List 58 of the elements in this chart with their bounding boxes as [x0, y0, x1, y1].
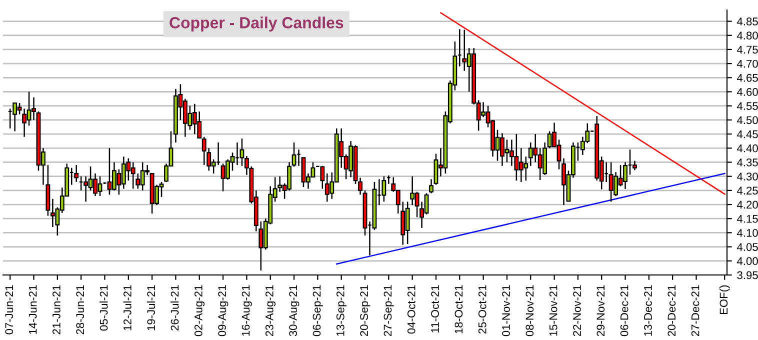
x-tick-label: 01-Nov-21 — [502, 285, 510, 336]
y-tick-label: 4.35 — [736, 158, 758, 166]
x-tick-label: 06-Dec-21 — [620, 285, 628, 336]
y-tick-label: 4.15 — [736, 215, 758, 223]
y-tick-label: 4.45 — [736, 130, 758, 138]
x-tick-label: 19-Jul-21 — [146, 285, 156, 330]
x-tick-label: 21-Jun-21 — [52, 285, 60, 334]
x-tick-label: 14-Jun-21 — [28, 285, 37, 334]
x-tick-label: 11-Oct-21 — [431, 285, 439, 332]
x-tick-label: 16-Aug-21 — [242, 285, 252, 336]
y-tick-label: 4.05 — [736, 243, 758, 251]
candlestick — [292, 142, 296, 168]
x-tick-label: EOF() — [719, 285, 730, 314]
x-tick-label: 04-Oct-21 — [407, 285, 416, 334]
x-tick-label: 05-Jul-21 — [100, 285, 108, 331]
candlestick — [382, 176, 386, 202]
y-tick-label: 4.50 — [736, 116, 758, 124]
candlestick — [320, 165, 325, 190]
x-tick-label: 20-Sep-21 — [360, 285, 370, 336]
y-tick-label: 4.00 — [736, 257, 758, 266]
x-tick-label: 28-Jun-21 — [76, 285, 84, 334]
x-tick-label: 07-Jun-21 — [5, 285, 14, 334]
x-tick-label: 26-Jul-21 — [170, 285, 179, 330]
y-tick-label: 4.55 — [736, 102, 758, 110]
y-tick-label: 4.60 — [736, 88, 758, 96]
candlestick — [632, 160, 637, 171]
y-tick-label: 4.70 — [736, 60, 758, 68]
x-tick-label: 25-Oct-21 — [478, 285, 486, 334]
y-tick-label: 4.10 — [736, 228, 758, 237]
candlestick — [358, 177, 362, 196]
y-tick-label: 4.40 — [736, 144, 758, 152]
x-tick-label: 13-Dec-21 — [644, 285, 652, 336]
y-tick-label: 3.95 — [737, 271, 758, 280]
x-tick-label: 27-Sep-21 — [384, 285, 394, 336]
x-tick-label: 20-Dec-21 — [668, 285, 676, 336]
x-tick-label: 23-Aug-21 — [265, 285, 276, 336]
x-tick-label: 22-Nov-21 — [573, 285, 581, 336]
y-tick-label: 4.85 — [736, 18, 758, 26]
x-tick-label: 06-Sep-21 — [312, 285, 323, 336]
x-tick-label: 02-Aug-21 — [194, 285, 205, 336]
y-tick-label: 4.75 — [736, 46, 758, 54]
y-tick-label: 4.30 — [736, 172, 758, 180]
x-tick-label: 13-Sep-21 — [336, 285, 347, 336]
x-tick-label: 15-Nov-21 — [549, 285, 558, 336]
x-tick-label: 29-Nov-21 — [596, 285, 605, 336]
y-tick-label: 4.20 — [736, 200, 758, 209]
x-tick-label: 12-Jul-21 — [123, 285, 132, 330]
y-tick-label: 4.80 — [736, 32, 758, 40]
x-tick-label: 27-Dec-21 — [691, 285, 700, 336]
x-tick-label: 08-Nov-21 — [526, 285, 534, 336]
chart-title: Copper - Daily Candles — [170, 16, 344, 32]
y-tick-label: 4.25 — [736, 186, 758, 195]
candlestick — [74, 164, 79, 183]
candlestick — [429, 178, 434, 194]
x-tick-label: 18-Oct-21 — [454, 285, 463, 334]
y-tick-label: 4.65 — [736, 74, 758, 82]
x-tick-label: 30-Aug-21 — [289, 285, 300, 336]
x-tick-label: 09-Aug-21 — [218, 285, 228, 336]
